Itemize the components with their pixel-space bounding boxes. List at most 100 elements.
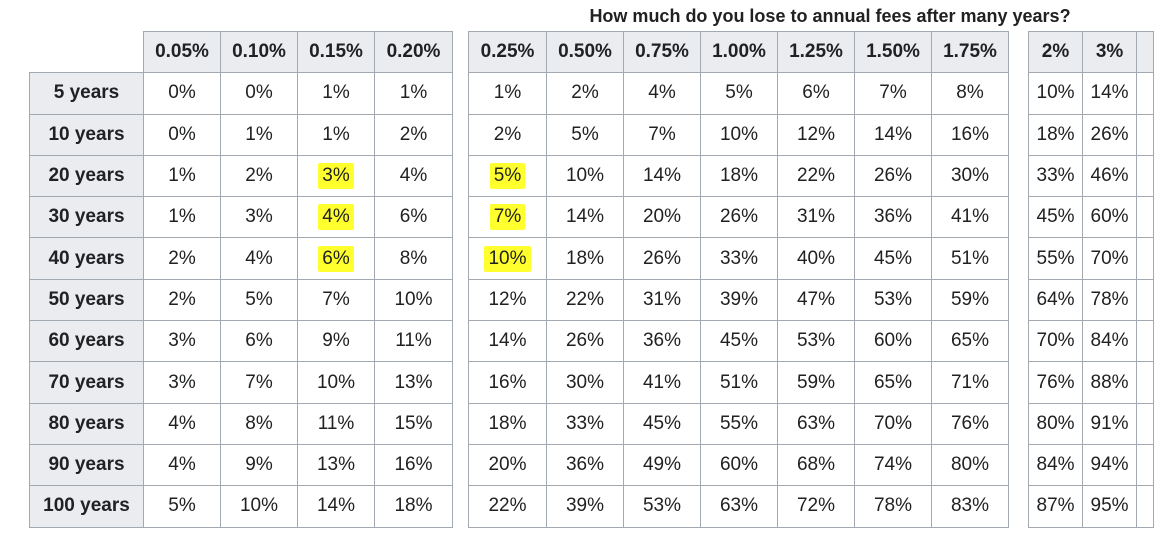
table-cell: 6% bbox=[220, 320, 298, 363]
table-row: 7% 14% 20% 26% 31% 36% 41% bbox=[468, 196, 1009, 239]
table-cell: 78% bbox=[1082, 278, 1138, 322]
table-cell: 4% bbox=[374, 154, 453, 198]
table-cell: 12% bbox=[468, 278, 547, 322]
table-cell-cut bbox=[1136, 154, 1154, 198]
table-cell: 0% bbox=[143, 72, 221, 115]
table-row: 55% 70% bbox=[1027, 237, 1154, 280]
table-row: 10 years 0% 1% 1% 2% bbox=[29, 113, 453, 156]
table-cell: 4% bbox=[220, 237, 298, 280]
table-cell: 71% bbox=[931, 361, 1009, 404]
table-cell: 84% bbox=[1027, 443, 1084, 487]
highlighted-value: 7% bbox=[489, 204, 526, 231]
column-header: 3% bbox=[1082, 30, 1138, 74]
table-cell: 80% bbox=[931, 443, 1009, 487]
table-cell: 20% bbox=[468, 443, 547, 487]
table-cell: 7% bbox=[623, 113, 701, 156]
row-header: 5 years bbox=[29, 72, 144, 115]
header-row: 2% 3% bbox=[1027, 30, 1154, 74]
table-cell: 53% bbox=[623, 485, 701, 528]
table-cell: 10% bbox=[297, 361, 375, 404]
table-cell: 22% bbox=[546, 278, 624, 322]
chart-title: How much do you lose to annual fees afte… bbox=[589, 6, 1071, 26]
column-header: 1.75% bbox=[931, 30, 1009, 74]
table-row: 76% 88% bbox=[1027, 361, 1154, 404]
table-cell: 4% bbox=[143, 402, 221, 445]
table-row: 18% 26% bbox=[1027, 113, 1154, 156]
table-cell: 1% bbox=[143, 154, 221, 198]
table-cell: 13% bbox=[374, 361, 453, 404]
table-cell: 26% bbox=[1082, 113, 1138, 156]
table-cell-cut bbox=[1136, 402, 1154, 445]
table-cell: 72% bbox=[777, 485, 855, 528]
table-cell: 95% bbox=[1082, 485, 1138, 528]
table-cell: 31% bbox=[777, 196, 855, 239]
table-cell: 31% bbox=[623, 278, 701, 322]
table-row: 20 years 1% 2% 3% 4% bbox=[29, 154, 453, 198]
table-cell: 1% bbox=[297, 72, 375, 115]
table-cell: 16% bbox=[374, 443, 453, 487]
column-header: 1.00% bbox=[700, 30, 778, 74]
table-cell: 70% bbox=[1082, 237, 1138, 280]
table-cell: 1% bbox=[297, 113, 375, 156]
table-row: 22% 39% 53% 63% 72% 78% 83% bbox=[468, 485, 1009, 528]
table-row: 10% 14% bbox=[1027, 72, 1154, 115]
table-row: 16% 30% 41% 51% 59% 65% 71% bbox=[468, 361, 1009, 404]
table-cell: 5% bbox=[700, 72, 778, 115]
table-cell: 60% bbox=[1082, 196, 1138, 239]
table-cell: 18% bbox=[1027, 113, 1084, 156]
column-header: 0.05% bbox=[143, 30, 221, 74]
row-header: 40 years bbox=[29, 237, 144, 280]
table-cell: 14% bbox=[297, 485, 375, 528]
table-cell: 33% bbox=[700, 237, 778, 280]
table-row: 2% 5% 7% 10% 12% 14% 16% bbox=[468, 113, 1009, 156]
table-cell: 1% bbox=[374, 72, 453, 115]
corner-cell bbox=[29, 31, 144, 74]
row-header: 70 years bbox=[29, 361, 144, 404]
table-cell: 36% bbox=[546, 443, 624, 487]
table-cell-cut bbox=[1136, 443, 1154, 487]
table-row: 20% 36% 49% 60% 68% 74% 80% bbox=[468, 443, 1009, 487]
table-cell: 10% bbox=[1027, 72, 1084, 115]
fee-table-high: 2% 3% 10% 14% 18% 26% 33% 46% 45% 60% 55% 70% 64% 78%… bbox=[1027, 30, 1154, 528]
row-header: 100 years bbox=[29, 485, 144, 528]
table-cell: 63% bbox=[777, 402, 855, 445]
table-cell: 65% bbox=[854, 361, 932, 404]
table-cell: 14% bbox=[468, 320, 547, 363]
table-cell: 8% bbox=[374, 237, 453, 280]
table-cell: 3% bbox=[297, 154, 375, 198]
table-row: 12% 22% 31% 39% 47% 53% 59% bbox=[468, 278, 1009, 322]
table-cell: 60% bbox=[854, 320, 932, 363]
table-cell: 14% bbox=[854, 113, 932, 156]
column-header: 2% bbox=[1027, 30, 1084, 74]
column-header: 0.75% bbox=[623, 30, 701, 74]
fee-table-low: 0.05% 0.10% 0.15% 0.20% 5 years 0% 0% 1% 1% 10 ye… bbox=[29, 30, 453, 528]
table-cell-cut bbox=[1136, 278, 1154, 322]
table-cell: 22% bbox=[468, 485, 547, 528]
table-cell: 10% bbox=[700, 113, 778, 156]
row-header: 20 years bbox=[29, 154, 144, 198]
highlighted-value: 6% bbox=[318, 245, 354, 272]
table-cell: 70% bbox=[1027, 320, 1084, 363]
table-cell: 11% bbox=[374, 320, 453, 363]
column-header: 0.15% bbox=[297, 30, 375, 74]
table-cell: 2% bbox=[143, 237, 221, 280]
table-cell: 30% bbox=[546, 361, 624, 404]
table-cell: 55% bbox=[1027, 237, 1084, 280]
table-cell: 59% bbox=[777, 361, 855, 404]
table-cell: 41% bbox=[931, 196, 1009, 239]
table-row: 40 years 2% 4% 6% 8% bbox=[29, 237, 453, 280]
column-header: 1.25% bbox=[777, 30, 855, 74]
table-cell: 87% bbox=[1027, 485, 1084, 528]
table-cell: 78% bbox=[854, 485, 932, 528]
table-cell: 26% bbox=[700, 196, 778, 239]
table-cell: 51% bbox=[700, 361, 778, 404]
table-cell: 63% bbox=[700, 485, 778, 528]
table-cell: 68% bbox=[777, 443, 855, 487]
table-cell: 10% bbox=[468, 237, 547, 280]
table-row: 1% 2% 4% 5% 6% 7% 8% bbox=[468, 72, 1009, 115]
header-row: 0.25% 0.50% 0.75% 1.00% 1.25% 1.50% 1.75% bbox=[468, 30, 1009, 74]
table-cell: 65% bbox=[931, 320, 1009, 363]
table-cell: 6% bbox=[374, 196, 453, 239]
table-cell: 16% bbox=[931, 113, 1009, 156]
table-cell: 1% bbox=[143, 196, 221, 239]
